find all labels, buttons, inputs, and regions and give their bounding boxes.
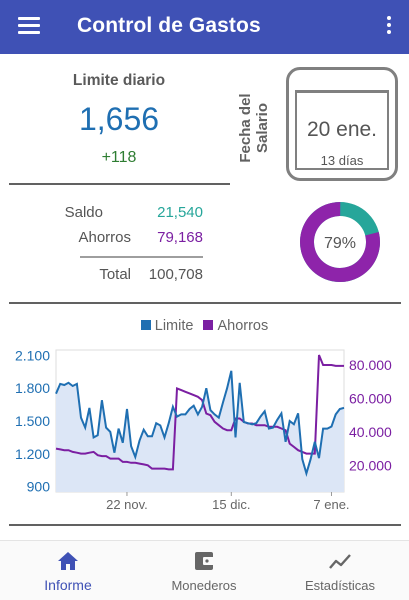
nav-tab-monederos[interactable]: Monederos (136, 541, 272, 600)
series-area-limite (56, 370, 344, 492)
limit-savings-line-chart: 900 1.200 1.500 1.800 2.100 20.000 40.000 60.0… (15, 347, 392, 512)
y-left-tick-label: 1.500 (15, 413, 50, 429)
divider (9, 524, 401, 526)
total-label: Total (99, 266, 131, 283)
legend-swatch-ahorros (203, 320, 214, 330)
ahorros-label: Ahorros (78, 229, 131, 246)
total-value-wrap: 100,708 (143, 266, 203, 283)
bottom-navigation: Informe Monederos Estadísticas (0, 540, 409, 600)
salary-date-label: Fecha del Salario (232, 88, 276, 168)
y-right-tick-label: 40.000 (349, 424, 392, 440)
nav-label-informe: Informe (44, 577, 92, 593)
more-options-icon[interactable] (379, 12, 399, 42)
total-row: Total (71, 266, 131, 283)
nav-label-estadisticas: Estadísticas (304, 578, 376, 593)
nav-tab-informe[interactable]: Informe (0, 541, 136, 600)
legend-label-limite: Limite (154, 318, 194, 334)
savings-donut-chart: 79% (300, 202, 380, 282)
y-right-tick-label: 60.000 (349, 390, 392, 406)
y-axis-left: 900 1.200 1.500 1.800 2.100 (15, 347, 50, 494)
divider (9, 302, 401, 304)
legend-item-ahorros[interactable]: Ahorros (203, 318, 268, 334)
app-bar: Control de Gastos (0, 0, 409, 54)
salary-days-left: 13 días (320, 153, 364, 168)
salary-date-value: 20 ene. (306, 118, 378, 141)
y-axis-right: 20.000 40.000 60.000 80.000 (349, 357, 392, 473)
x-tick-label: 22 nov. (106, 497, 148, 512)
summary-divider (80, 256, 203, 258)
calendar-icon: 20 ene. 13 días (295, 90, 389, 170)
nav-label-monederos: Monederos (171, 578, 237, 593)
daily-limit-delta: +118 (101, 149, 137, 166)
ahorros-row: Ahorros (71, 229, 131, 246)
menu-icon[interactable] (14, 12, 44, 42)
saldo-label: Saldo (64, 204, 103, 221)
salary-date-label-text: Fecha del Salario (237, 93, 271, 163)
y-right-tick-label: 80.000 (349, 357, 392, 373)
x-axis: 22 nov. 15 dic. 7 ene. (106, 492, 350, 512)
home-icon (58, 552, 78, 570)
daily-limit-label: Limite diario (72, 72, 166, 89)
y-left-tick-label: 2.100 (15, 347, 50, 363)
legend-swatch-limite (140, 320, 151, 330)
salary-date-card[interactable]: 20 ene. 13 días (286, 67, 398, 181)
ahorros-value: 79,168 (157, 229, 203, 246)
series-line-limite (55, 370, 345, 477)
total-value: 100,708 (148, 266, 203, 283)
legend-label-ahorros: Ahorros (217, 318, 269, 334)
chart-legend: Limite Ahorros (0, 318, 409, 334)
ahorros-value-wrap: 79,168 (143, 229, 203, 246)
y-left-tick-label: 900 (27, 479, 51, 495)
y-left-tick-label: 1.800 (15, 380, 50, 396)
y-left-tick-label: 1.200 (15, 446, 50, 462)
nav-tab-estadisticas[interactable]: Estadísticas (272, 541, 408, 600)
donut-percent-label: 79% (324, 235, 356, 252)
legend-item-limite[interactable]: Limite (140, 318, 194, 334)
trending-chart-icon (329, 554, 351, 569)
saldo-value: 21,540 (157, 204, 203, 221)
saldo-value-wrap: 21,540 (143, 204, 203, 221)
x-tick-label: 15 dic. (212, 497, 250, 512)
x-tick-label: 7 ene. (313, 497, 349, 512)
app-title: Control de Gastos (77, 14, 261, 37)
series-line-ahorros (55, 354, 344, 471)
y-right-tick-label: 20.000 (349, 457, 392, 473)
daily-limit-value: 1,656 (78, 101, 160, 137)
divider (9, 183, 230, 185)
wallet-icon (195, 552, 214, 570)
saldo-row: Saldo (43, 204, 103, 221)
